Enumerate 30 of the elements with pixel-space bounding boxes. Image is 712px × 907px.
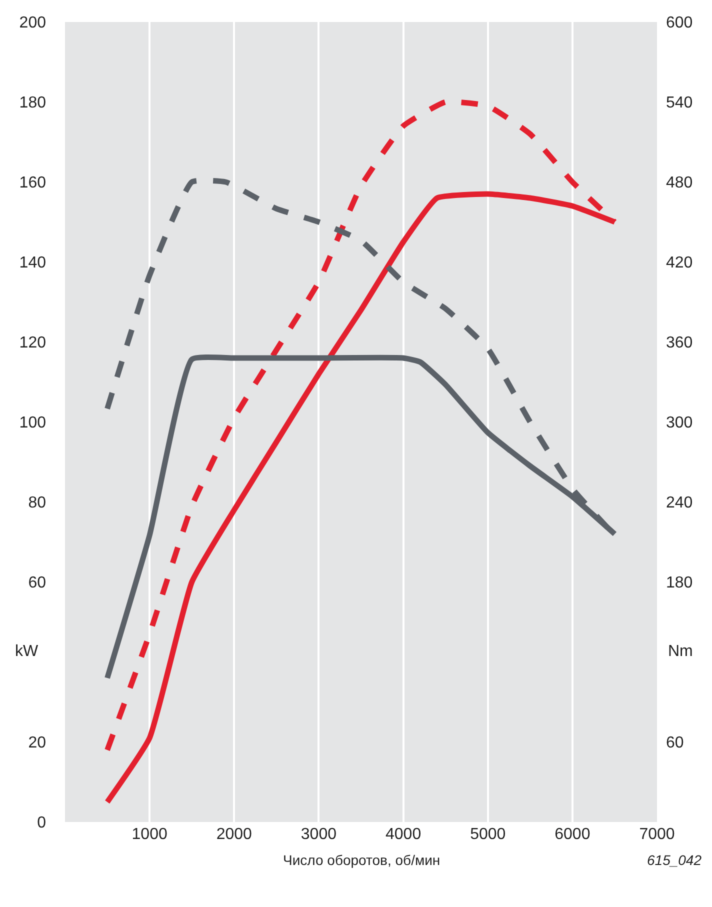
y2-tick-label: 420 (666, 254, 693, 272)
x-tick-label: 6000 (554, 826, 590, 843)
text: 615_042 (647, 852, 702, 868)
x-tick-label: 2000 (216, 826, 252, 843)
y-tick-label: 200 (19, 14, 46, 32)
x-axis-title: Число оборотов, об/мин (283, 852, 440, 868)
x-tick-label: 7000 (639, 826, 675, 843)
y2-tick-label: 60 (666, 734, 684, 752)
y2-tick-label: 300 (666, 414, 693, 432)
y-tick-label: 100 (19, 414, 46, 432)
y2-tick-label: 600 (666, 14, 693, 32)
y-tick-label: 60 (28, 574, 46, 592)
x-tick-label: 4000 (385, 826, 422, 843)
y-tick-label: 80 (28, 494, 46, 512)
y-tick-label: 0 (37, 814, 46, 832)
y-tick-label: 120 (19, 334, 46, 352)
y2-tick-label: 360 (666, 334, 693, 352)
y2-tick-label: 180 (666, 574, 693, 592)
y-tick-label: 160 (19, 174, 46, 192)
y-tick-label: 180 (19, 94, 46, 112)
y-tick-label: 140 (19, 254, 46, 272)
y-tick-label: 20 (28, 734, 46, 752)
y2-axis-title: Nm (668, 643, 693, 660)
y2-tick-label: 540 (666, 94, 693, 112)
y-axis-title: kW (15, 643, 39, 660)
x-tick-label: 5000 (470, 826, 506, 843)
y2-tick-label: 480 (666, 174, 693, 192)
x-tick-label: 3000 (300, 826, 337, 843)
x-tick-label: 1000 (132, 826, 168, 843)
y2-tick-label: 240 (666, 494, 693, 512)
